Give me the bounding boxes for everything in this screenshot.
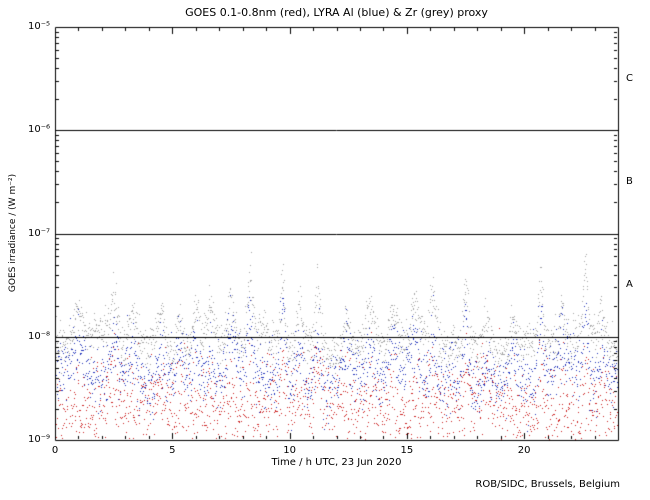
x-axis-label: Time / h UTC, 23 Jun 2020 bbox=[271, 457, 402, 468]
x-tick-label: 15 bbox=[400, 445, 414, 456]
x-tick-label: 0 bbox=[51, 445, 59, 456]
flare-class-label: B bbox=[626, 175, 633, 187]
x-tick-label: 10 bbox=[283, 445, 296, 456]
chart-title: GOES 0.1-0.8nm (red), LYRA Al (blue) & Z… bbox=[185, 6, 488, 19]
y-tick-label: 10⁻⁹ bbox=[27, 434, 50, 445]
y-tick-label: 10⁻⁶ bbox=[27, 124, 50, 136]
y-tick-label: 10⁻⁸ bbox=[27, 330, 50, 342]
y-tick-label: 10⁻⁷ bbox=[27, 227, 50, 239]
x-tick-label: 20 bbox=[517, 445, 531, 456]
flare-class-label: C bbox=[626, 72, 633, 84]
flare-class-label: A bbox=[626, 279, 633, 291]
credit-text: ROB/SIDC, Brussels, Belgium bbox=[475, 479, 620, 490]
x-tick-label: 5 bbox=[169, 445, 176, 456]
y-tick-label: 10⁻⁵ bbox=[27, 21, 50, 32]
